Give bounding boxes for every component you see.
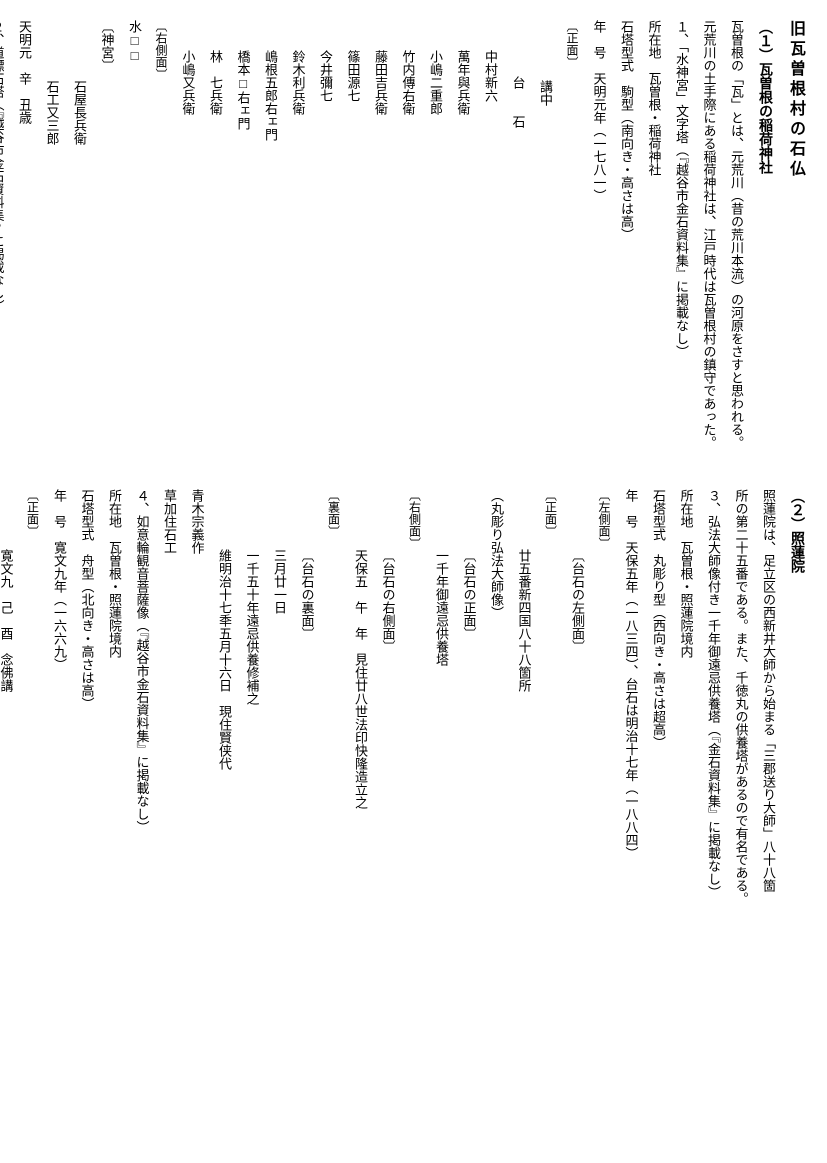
name-9: 橋本□右ェ門 xyxy=(233,50,253,130)
sennen-zo: 一千五十年遠忌供養修補之 xyxy=(242,549,262,705)
left-face-3: 〔左側面〕 xyxy=(595,489,613,549)
name-6: 今井彌七 xyxy=(316,50,336,102)
name-7: 鈴木利兵衛 xyxy=(288,50,308,115)
subsection-2-title: （２）照蓮院 xyxy=(786,489,807,573)
intro2-line-2: 所の第二十五番である。また、千徳丸の供養塔があるので有名である。 xyxy=(731,489,751,905)
name-11: 小嶋又兵衛 xyxy=(178,50,198,115)
tenpo5: 天保五 午 年 見住廿八世法印快隆造立之 xyxy=(351,549,371,809)
shrine-box-text: 水□□ xyxy=(125,20,145,63)
dai-ishi: 台 石 xyxy=(508,50,528,128)
right-face-label: 〔右側面〕 xyxy=(152,20,170,80)
dai-left-3: 〔台石の左側面〕 xyxy=(568,549,588,653)
meiji17: 維明治十七秊五月十六日 現住賢侠代 xyxy=(215,549,235,770)
item-1-type: 石塔型式 駒型（南向き・高さは高） xyxy=(617,20,637,241)
bottom-section: （２）照蓮院 照蓮院は、足立区の西新井大師から始まる「三郡送り大師」八十八箇 所… xyxy=(20,489,807,905)
item-4-location: 所在地 瓦曽根・照蓮院境内 xyxy=(105,489,125,658)
item-3-location: 所在地 瓦曽根・照蓮院境内 xyxy=(676,489,696,658)
item-3-year: 年 号 天保五年（一八三四）、台石は明治十七年（一八八四） xyxy=(621,489,641,860)
name-5: 篠田源七 xyxy=(343,50,363,102)
dai-front-3: 〔台石の正面〕 xyxy=(459,549,479,640)
name-3: 竹内傳右衛 xyxy=(398,50,418,115)
item-3-heading: ３、弘法大師像付き一千年御遠忌供養塔（『金石資料集』に掲載なし） xyxy=(704,489,724,899)
kochu-label: 講中 xyxy=(536,80,556,106)
front-face-label: 〔正面〕 xyxy=(563,20,581,68)
top-section: 旧瓦曽根村の石仏 （１）瓦曽根の稲荷神社 瓦曽根の「瓦」とは、元荒川（昔の荒川本… xyxy=(20,20,807,449)
page: 旧瓦曽根村の石仏 （１）瓦曽根の稲荷神社 瓦曽根の「瓦」とは、元荒川（昔の荒川本… xyxy=(20,20,807,905)
march21: 三月廿一日 xyxy=(270,549,290,614)
name-1: 萬年與兵衛 xyxy=(453,50,473,115)
front-face-4: 〔正面〕 xyxy=(24,489,42,537)
kusaka-name: 草加住石工 xyxy=(160,489,180,554)
intro-line-1: 瓦曽根の「瓦」とは、元荒川（昔の荒川本流）の河原をさすと思われる。 xyxy=(727,20,747,449)
right-face-3: 〔右側面〕 xyxy=(406,489,424,549)
item-1-heading: １、「水神宮」文字塔（『越谷市金石資料集』に掲載なし） xyxy=(672,20,692,358)
subsection-1-title: （１）瓦曽根の稲荷神社 xyxy=(754,20,775,174)
name-4: 藤田吉兵衛 xyxy=(371,50,391,115)
name-2: 小嶋二重郎 xyxy=(426,50,446,115)
intro-line-2: 元荒川の土手際にある稲荷神社は、江戸時代は瓦曽根村の鎮守であった。 xyxy=(699,20,719,449)
dai-right-3: 〔台石の右側面〕 xyxy=(378,549,398,653)
item-4-type: 石塔型式 舟型（北向き・高さは高） xyxy=(77,489,97,710)
ura-face: 〔裏面〕 xyxy=(325,489,343,537)
kanbun9: 寛文九 己 酉 念佛講 xyxy=(0,549,16,692)
item-4-year: 年 号 寛文九年（一六六九） xyxy=(50,489,70,671)
sennen: 一千年御遠忌供養塔 xyxy=(432,549,452,666)
name-0: 中村新六 xyxy=(481,50,501,102)
aoki-name: 青木宗義作 xyxy=(187,489,207,554)
dai-ura: 〔台石の裏面〕 xyxy=(297,549,317,640)
name-8: 嶋根五郎右ェ門 xyxy=(261,50,281,141)
item-1-location: 所在地 瓦曽根・稲荷神社 xyxy=(644,20,664,176)
maruhori: （丸彫り弘法大師像） xyxy=(487,489,507,619)
stone-name-1: 石工又三郎 xyxy=(42,80,62,145)
item-1-year: 年 号 天明元年（一七八一） xyxy=(589,20,609,202)
intro2-line-1: 照蓮院は、足立区の西新井大師から始まる「三郡送り大師」八十八箇 xyxy=(759,489,779,892)
front-face-3: 〔正面〕 xyxy=(542,489,560,537)
name-10: 林 七兵衛 xyxy=(206,50,226,115)
tenmei-year: 天明元 辛 丑歳 xyxy=(15,20,35,124)
ni5-ban: 廿五番新四国八十八箇所 xyxy=(514,549,534,692)
item-3-type: 石塔型式 丸彫り型（西向き・高さは超高） xyxy=(649,489,669,749)
item-2-heading: ２、道標石塔（『越谷市金石資料集』に掲載なし） xyxy=(0,20,7,313)
item-4-heading: ４、如意輪観音菩薩像（『越谷市金石資料集』に掲載なし） xyxy=(132,489,152,834)
main-title: 旧瓦曽根村の石仏 xyxy=(783,20,807,180)
shrine-label: 〔神宮〕 xyxy=(97,20,117,72)
stone-name-0: 石屋長兵衛 xyxy=(70,80,90,145)
